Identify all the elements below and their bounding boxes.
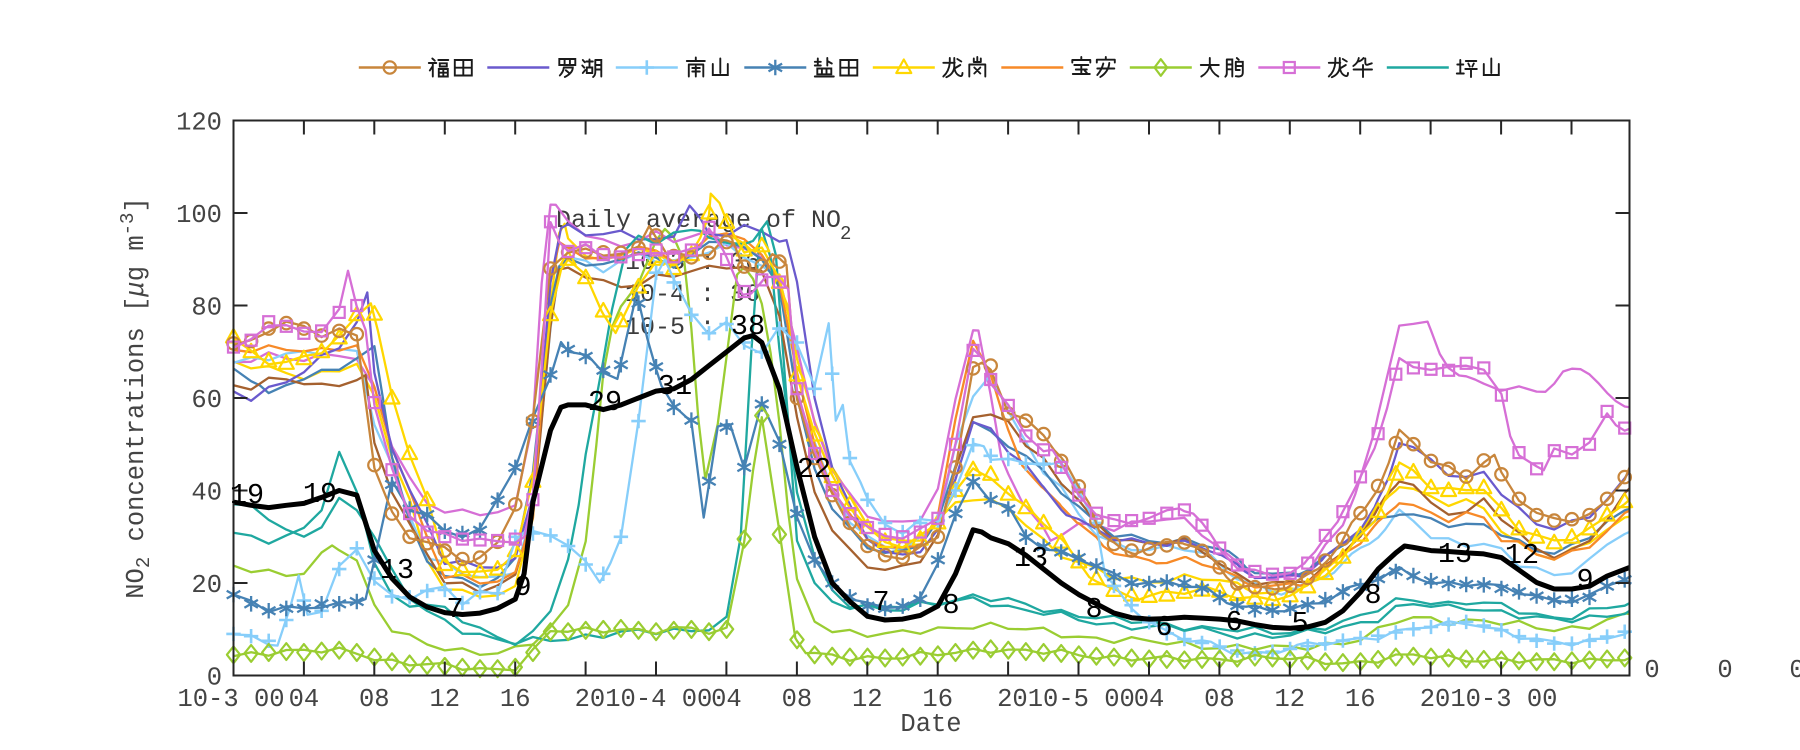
svg-text:2010-4 00: 2010-4 00 xyxy=(575,685,713,714)
svg-text:8: 8 xyxy=(942,589,959,622)
svg-text:80: 80 xyxy=(191,294,222,323)
svg-text:0: 0 xyxy=(1644,656,1659,685)
svg-text:10-5 :: 10-5 : xyxy=(625,313,715,342)
svg-text:16: 16 xyxy=(1345,685,1376,714)
svg-text:04: 04 xyxy=(711,685,742,714)
svg-text:20: 20 xyxy=(191,571,222,600)
svg-text:120: 120 xyxy=(176,109,222,138)
svg-text:10-3 00: 10-3 00 xyxy=(177,685,284,714)
svg-text:7: 7 xyxy=(446,593,463,626)
svg-text:0: 0 xyxy=(1717,656,1732,685)
svg-text:2010-3 00: 2010-3 00 xyxy=(1420,685,1558,714)
svg-text:12: 12 xyxy=(852,685,883,714)
svg-text:100: 100 xyxy=(176,201,222,230)
svg-text:08: 08 xyxy=(1204,685,1235,714)
svg-text:38: 38 xyxy=(731,310,765,343)
svg-text:12: 12 xyxy=(1505,539,1539,572)
svg-text:19: 19 xyxy=(303,478,337,511)
svg-text:6: 6 xyxy=(1225,606,1242,639)
svg-text:0: 0 xyxy=(207,664,222,693)
svg-text:16: 16 xyxy=(500,685,531,714)
svg-text:22: 22 xyxy=(797,453,831,486)
svg-text:40: 40 xyxy=(191,479,222,508)
svg-text:7: 7 xyxy=(872,586,889,619)
svg-text:8: 8 xyxy=(1364,579,1381,612)
svg-text:19: 19 xyxy=(230,479,264,512)
svg-text:04: 04 xyxy=(289,685,320,714)
svg-text:5: 5 xyxy=(1291,607,1308,640)
svg-text:04: 04 xyxy=(1134,685,1165,714)
svg-text:29: 29 xyxy=(588,386,622,419)
svg-text:12: 12 xyxy=(429,685,460,714)
svg-text:31: 31 xyxy=(658,370,692,403)
svg-text:13: 13 xyxy=(380,554,414,587)
svg-text:12: 12 xyxy=(1274,685,1305,714)
svg-text:8: 8 xyxy=(1085,593,1102,626)
svg-text:08: 08 xyxy=(359,685,390,714)
svg-text:0: 0 xyxy=(1789,656,1800,685)
svg-text:13: 13 xyxy=(1438,538,1472,571)
svg-text:13: 13 xyxy=(1014,542,1048,575)
svg-text:NO2 concentrations [μg m-3]: NO2 concentrations [μg m-3] xyxy=(117,197,155,599)
svg-text:Date: Date xyxy=(900,710,961,739)
svg-text:60: 60 xyxy=(191,386,222,415)
svg-text:2010-5 00: 2010-5 00 xyxy=(997,685,1135,714)
svg-text:08: 08 xyxy=(782,685,813,714)
svg-text:6: 6 xyxy=(1155,611,1172,644)
svg-text:9: 9 xyxy=(1576,564,1593,597)
svg-text:2: 2 xyxy=(840,223,851,245)
svg-text:9: 9 xyxy=(514,571,531,604)
svg-text:16: 16 xyxy=(922,685,953,714)
